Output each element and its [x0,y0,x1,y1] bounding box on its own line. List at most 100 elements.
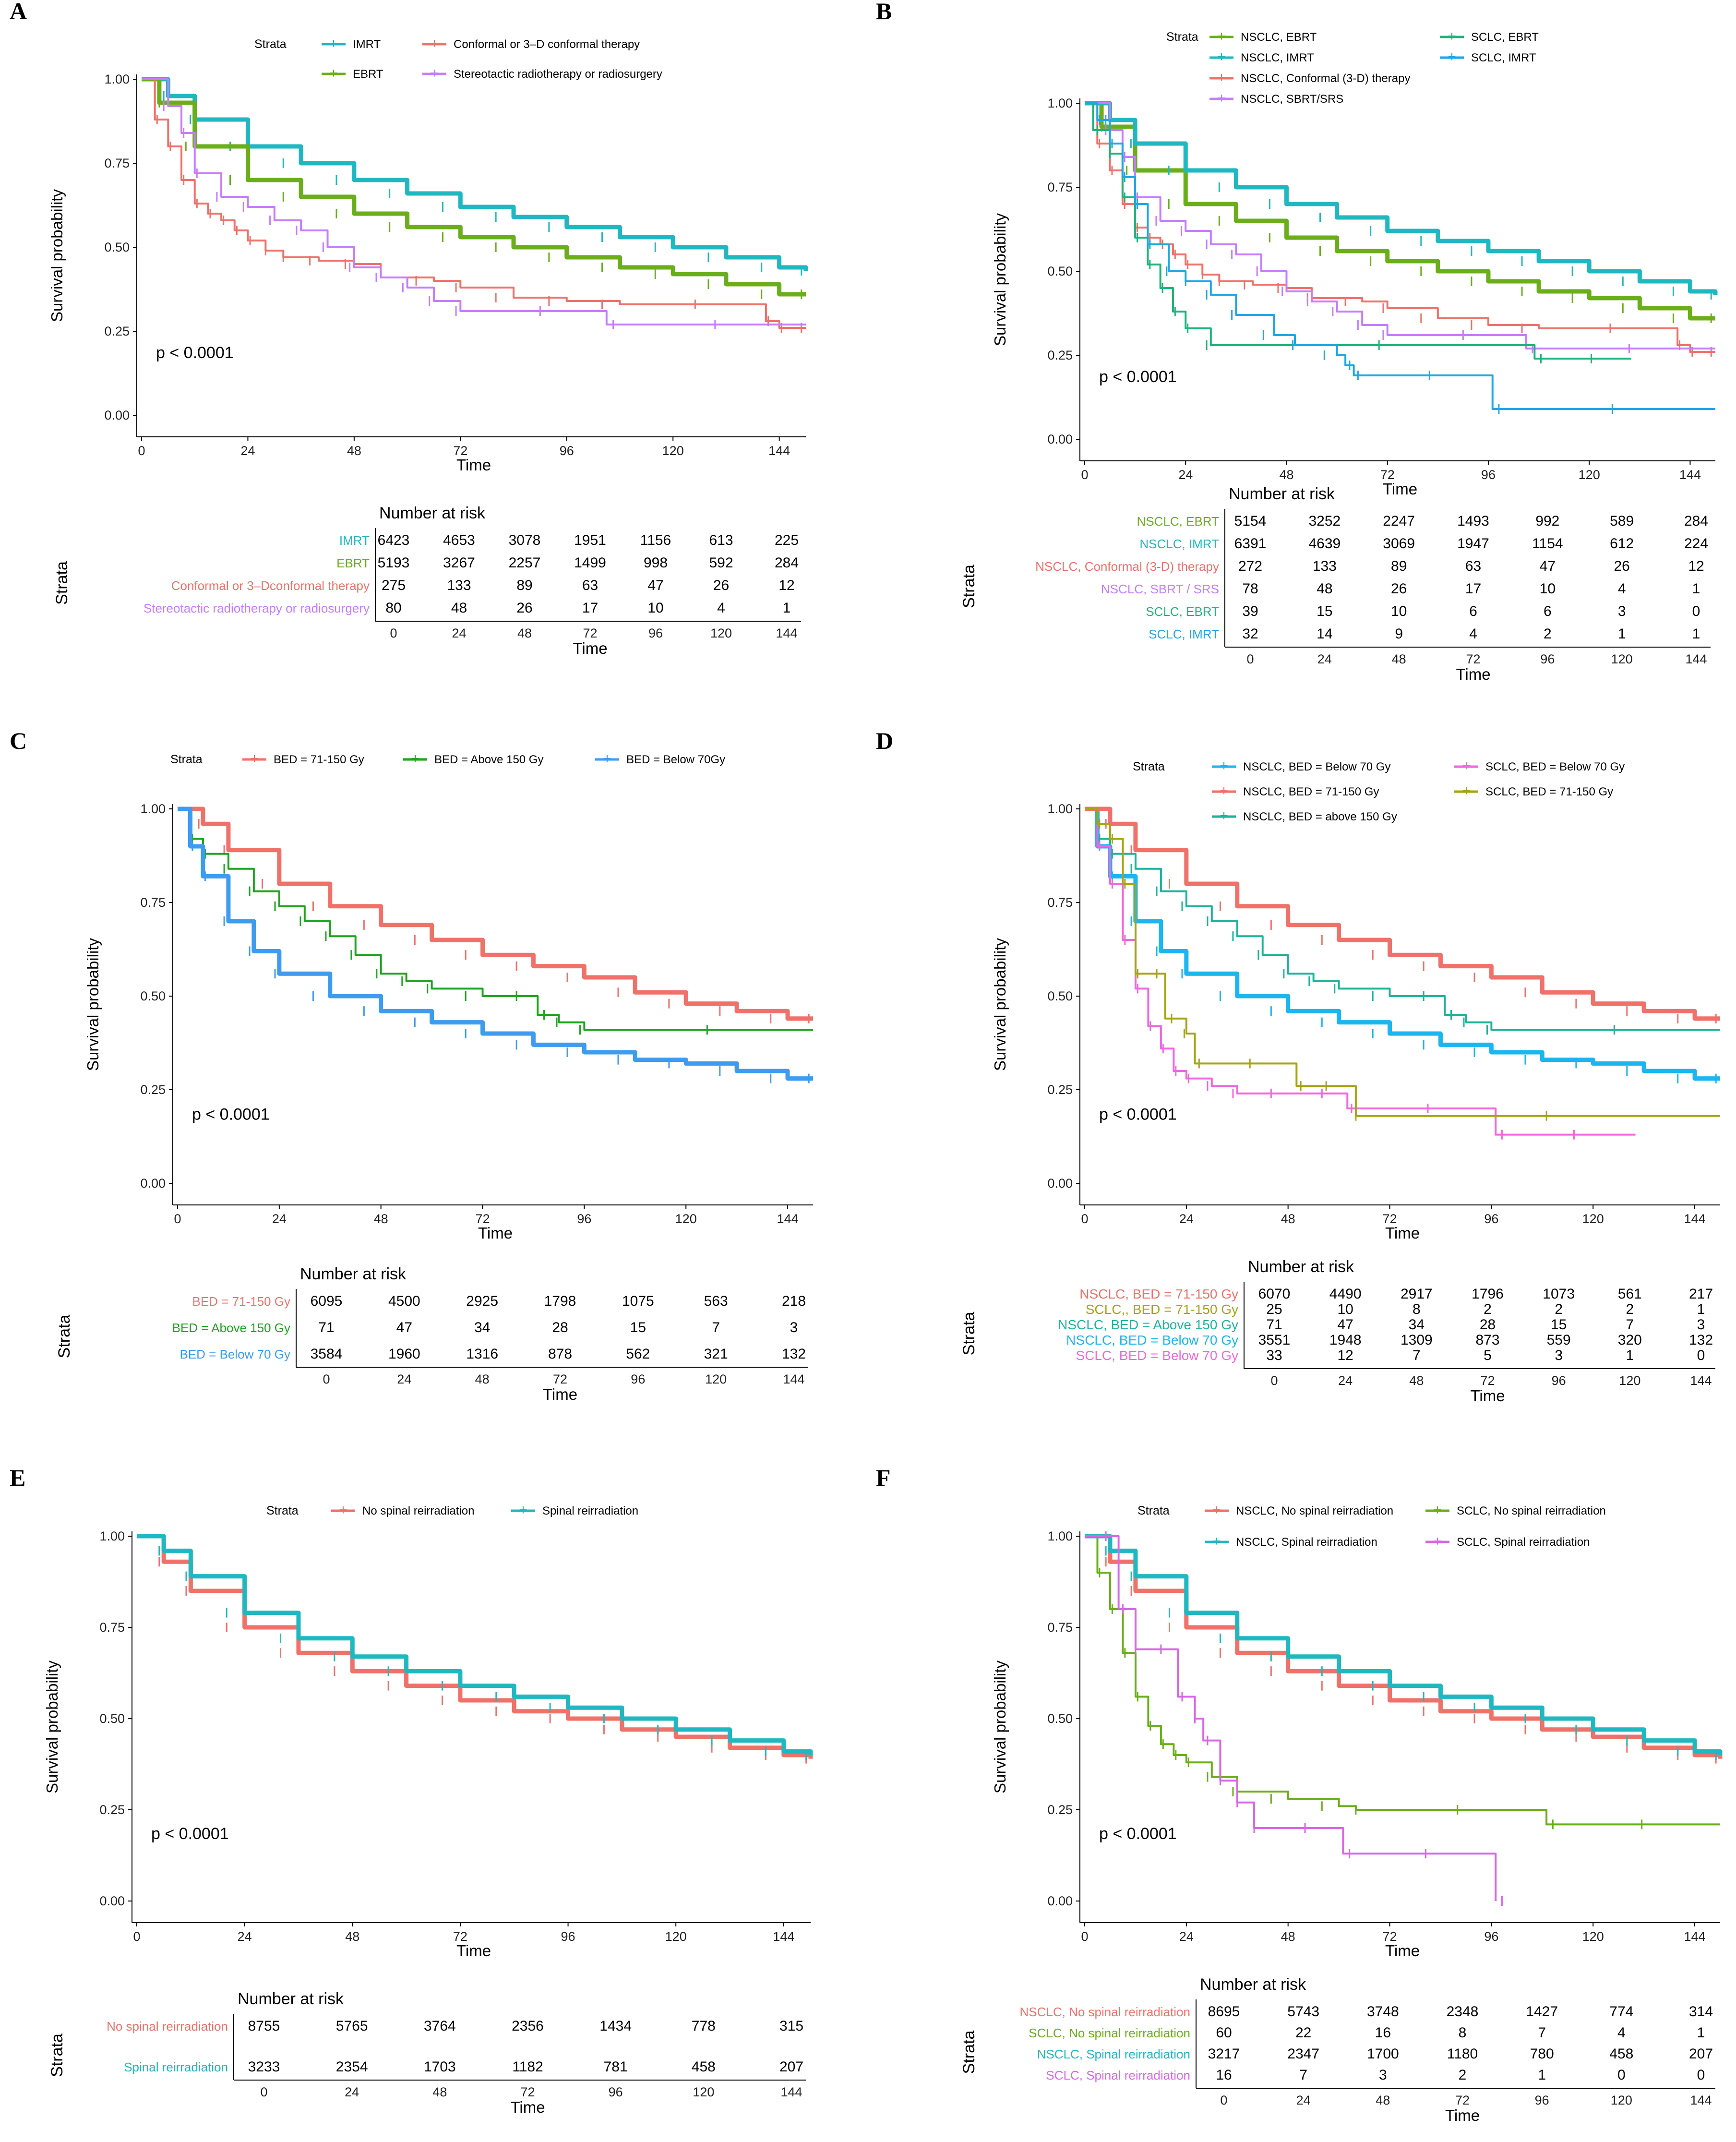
km-curve [178,806,813,1021]
x-tick-label: 96 [561,1929,575,1944]
legend-swatch-plus: + [1220,783,1228,799]
x-tick-label: 72 [453,1929,467,1944]
risk-cell: 132 [782,1346,806,1362]
risk-cell: 1700 [1367,2046,1399,2062]
risk-table-title: Number at risk [1200,1975,1306,1994]
risk-cell: 207 [779,2059,803,2075]
risk-cell: 1434 [599,2018,632,2034]
risk-x-tick-label: 48 [1376,2093,1390,2107]
risk-x-tick-label: 24 [1296,2093,1311,2107]
x-tick-label: 24 [1178,468,1193,482]
risk-cell: 16 [1375,2025,1391,2041]
y-tick-label: 0.50 [1047,989,1073,1003]
legend-item-label: NSCLC, BED = above 150 Gy [1243,810,1397,823]
x-tick-label: 120 [1579,468,1600,482]
risk-cell: 47 [1540,558,1556,574]
risk-row-label: NSCLC, Spinal reirradiation [1037,2047,1190,2061]
risk-cell: 781 [604,2059,628,2075]
risk-cell: 60 [1216,2025,1232,2041]
legend-item-label: NSCLC, SBRT/SRS [1241,93,1343,106]
panel-letter: D [876,727,893,754]
legend-item-label: BED = Above 150 Gy [434,753,543,766]
risk-x-tick-label: 0 [323,1372,330,1386]
legend-swatch-plus: + [1433,1533,1442,1549]
km-curve [1085,101,1715,321]
risk-cell: 1180 [1447,2046,1478,2062]
legend-swatch-plus: + [430,65,439,81]
x-tick-label: 24 [1179,1212,1194,1226]
x-tick-label: 72 [1380,468,1395,482]
legend-item-label: BED = Below 70Gy [626,753,725,766]
km-curve [1085,102,1715,349]
x-tick-label: 0 [174,1212,181,1226]
legend: Strata + BED = 71-150 Gy + BED = Above 150 G… [170,751,725,767]
y-tick-label: 0.00 [99,1894,125,1908]
risk-x-tick-label: 24 [452,626,466,640]
legend-title: Strata [1166,30,1198,44]
legend-swatch-plus: + [603,751,611,767]
x-tick-label: 48 [345,1929,359,1944]
risk-cell: 6391 [1234,536,1267,552]
risk-x-tick-label: 96 [648,626,663,640]
x-tick-label: 48 [347,444,361,458]
x-tick-label: 144 [768,444,790,458]
risk-cell: 4490 [1329,1286,1362,1302]
risk-x-tick-label: 144 [776,626,797,640]
risk-cell: 2347 [1287,2046,1319,2062]
legend-swatch-plus: + [1462,758,1471,774]
risk-cell: 1156 [640,532,671,548]
risk-row-label: SCLC, BED = Below 70 Gy [1076,1348,1238,1363]
panel-b: B Strata + NSCLC, EBRT + NSCLC, IMRT + NSCLC, C… [876,0,1718,683]
risk-cell: 284 [775,555,799,571]
legend-swatch-plus: + [1217,28,1226,44]
risk-row-label: NSCLC, EBRT [1137,514,1220,529]
legend-swatch-plus: + [1217,90,1226,106]
risk-cell: 8755 [248,2018,280,2034]
risk-cell: 559 [1547,1332,1571,1348]
risk-cell: 5 [1484,1348,1492,1363]
legend: Strata + No spinal reirradiation + Spinal re… [266,1502,638,1518]
risk-cell: 780 [1530,2046,1554,2062]
y-tick-label: 0.25 [1047,348,1073,362]
legend-item-label: NSCLC, EBRT [1241,31,1317,44]
y-tick-label: 0.25 [104,324,130,338]
legend-item-label: BED = 71-150 Gy [274,753,364,766]
risk-cell: 4 [1469,626,1477,642]
risk-cell: 1 [1692,626,1700,642]
panel-letter: B [876,0,892,24]
y-tick-label: 0.25 [99,1803,125,1817]
risk-row-label: SCLC, Spinal reirradiation [1046,2068,1190,2082]
risk-cell: 26 [1391,581,1407,597]
risk-cell: 12 [1688,558,1704,574]
risk-strata-label: Strata [960,1312,978,1356]
km-curve [142,78,806,329]
legend-item-label: Spinal reirradiation [542,1504,638,1517]
risk-cell: 71 [1266,1317,1282,1333]
y-axis-label: Survival probability [43,1661,61,1793]
y-tick-label: 1.00 [1047,1529,1073,1543]
risk-cell: 1796 [1472,1286,1504,1302]
risk-strata-label: Strata [960,2031,978,2074]
x-tick-label: 72 [453,444,467,458]
risk-cell: 1 [1697,1301,1705,1317]
risk-cell: 4 [717,600,725,616]
km-curve [137,1534,813,1755]
risk-cell: 3078 [509,532,541,548]
y-tick-label: 0.75 [1047,895,1073,910]
risk-x-tick-label: 72 [1455,2093,1470,2107]
risk-table: Number at risk No spinal reirradiation 875… [48,1990,806,2116]
legend-swatch-plus: + [329,36,338,51]
km-curve [1085,808,1720,1031]
risk-cell: 28 [552,1320,568,1336]
risk-x-tick-label: 0 [1220,2093,1227,2107]
x-tick-label: 96 [1484,1212,1498,1226]
x-axis-label: Time [456,456,491,474]
risk-cell: 1948 [1329,1332,1362,1348]
km-curve [137,1534,813,1759]
risk-cell: 284 [1684,513,1708,529]
legend-item-label: No spinal reirradiation [362,1504,474,1517]
risk-cell: 26 [713,578,729,593]
legend: Strata + NSCLC, EBRT + NSCLC, IMRT + NSCLC, Co… [1166,28,1539,106]
km-curve [142,77,808,271]
y-tick-label: 0.75 [1047,1620,1073,1635]
